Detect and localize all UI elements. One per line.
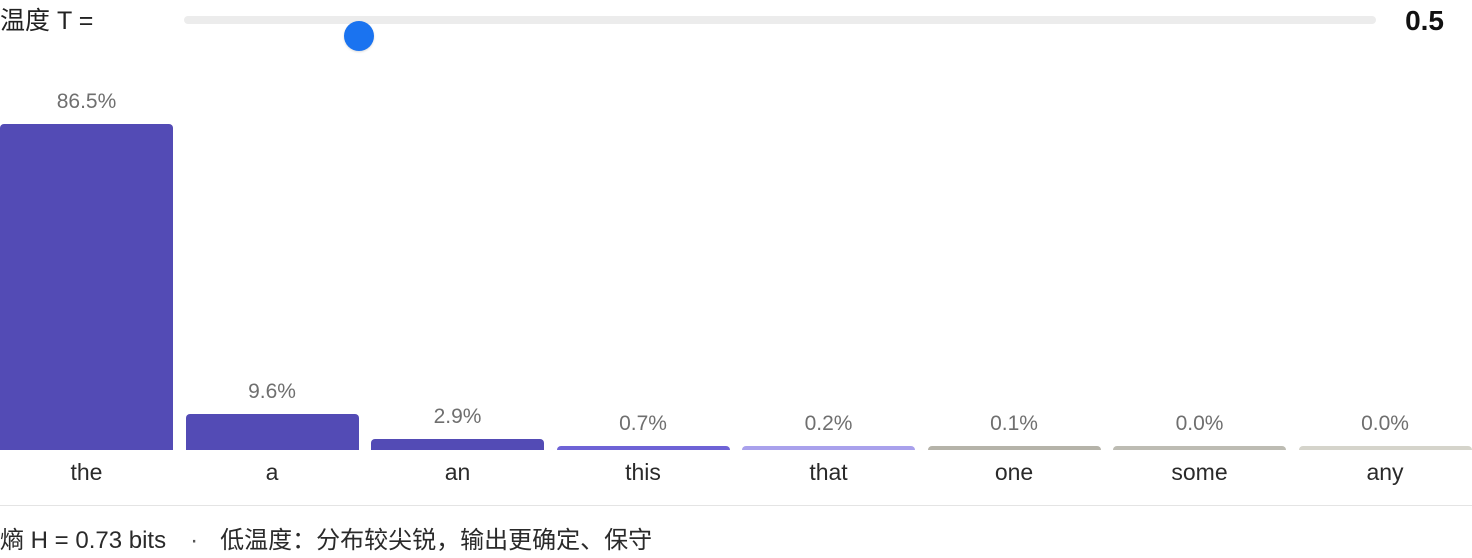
bar-value-label: 0.2% [804, 412, 853, 435]
footer-summary: 熵 H = 0.73 bits · 低温度：分布较尖锐，输出更确定、保守 [0, 526, 652, 556]
bar-value-label: 0.0% [1175, 412, 1224, 435]
bar-a [185, 413, 359, 450]
temperature-value: 0.5 [1405, 5, 1444, 36]
token-label: that [809, 459, 848, 485]
separator-dot: · [190, 527, 199, 554]
token-label: some [1171, 459, 1228, 485]
bar-some [1113, 446, 1286, 450]
bar-value-label: 86.5% [56, 90, 117, 113]
bar-this [556, 446, 730, 450]
divider [0, 505, 1472, 506]
temperature-note: 低温度：分布较尖锐，输出更确定、保守 [220, 527, 653, 554]
bar-value-label: 2.9% [433, 405, 482, 429]
token-label: this [625, 459, 661, 485]
bar-the [0, 124, 173, 450]
bar-an [371, 439, 544, 450]
bar-value-label: 0.1% [990, 412, 1038, 435]
bar-one [927, 446, 1101, 450]
temperature-label: 温度 T = [0, 7, 94, 35]
bar-value-label: 0.0% [1361, 412, 1409, 435]
bar-value-label: 9.6% [248, 379, 296, 403]
bar-that [742, 446, 915, 450]
entropy-readout: 熵 H = 0.73 bits [0, 527, 167, 554]
token-probability-chart: 86.5% the 9.6% a 2.9% an 0.7% this 0.2% that 0.1% o… [0, 60, 1472, 506]
token-label: an [444, 459, 471, 485]
bar-value-label: 0.7% [619, 412, 667, 435]
temperature-control: 温度 T = 0.5 [0, 0, 1472, 51]
token-label: the [70, 459, 103, 485]
token-label: any [1366, 459, 1404, 485]
token-label: a [265, 459, 279, 485]
temperature-slider-thumb[interactable] [344, 21, 375, 51]
token-label: one [994, 459, 1034, 485]
temperature-slider-track[interactable] [184, 16, 1376, 51]
bar-any [1298, 446, 1472, 450]
